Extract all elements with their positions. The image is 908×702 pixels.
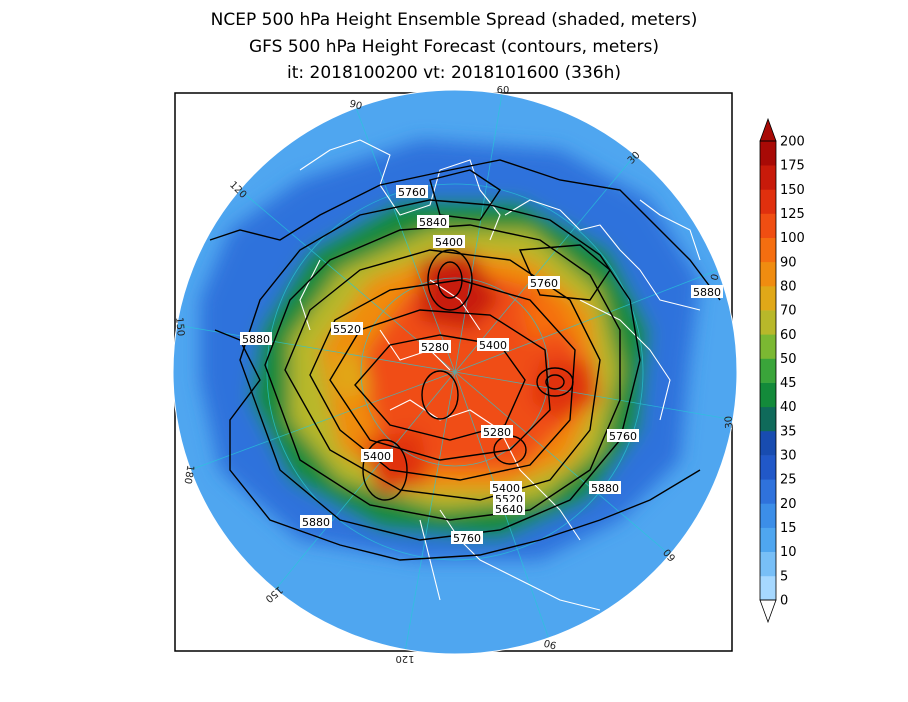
colorbar-tick-label: 125 — [780, 207, 805, 222]
svg-text:5760: 5760 — [530, 277, 558, 290]
colorbar-tick-label: 45 — [780, 376, 797, 391]
contour-label: 5760 — [528, 276, 560, 290]
svg-text:5760: 5760 — [453, 532, 481, 545]
title-line-3: it: 2018100200 vt: 2018101600 (336h) — [287, 63, 621, 83]
svg-text:5880: 5880 — [693, 286, 721, 299]
colorbar: 0 5 10 15 20 25 30 35 40 45 50 60 70 80 90 100 125 150 175… — [759, 117, 805, 624]
colorbar-tick-label: 150 — [780, 183, 805, 198]
colorbar-tick-label: 50 — [780, 352, 797, 367]
colorbar-tick-label: 35 — [780, 424, 797, 439]
colorbar-swatch — [760, 479, 776, 504]
colorbar-swatch — [760, 141, 776, 166]
colorbar-bottom-arrow — [759, 599, 777, 624]
colorbar-swatch — [760, 382, 776, 408]
contour-label: 5840 — [417, 215, 449, 229]
colorbar-swatch — [760, 455, 776, 480]
contour-label: 5280 — [419, 340, 451, 354]
svg-text:5760: 5760 — [398, 186, 426, 199]
contour-label: 5520 — [331, 322, 363, 336]
svg-text:5280: 5280 — [483, 426, 511, 439]
colorbar-tick-label: 80 — [780, 279, 797, 294]
title-line-2: GFS 500 hPa Height Forecast (contours, m… — [249, 37, 659, 57]
colorbar-tick-label: 90 — [780, 255, 797, 270]
longitude-label: 90 — [348, 99, 363, 113]
longitude-label: 60 — [497, 85, 510, 96]
svg-text:5400: 5400 — [479, 339, 507, 352]
svg-text:5400: 5400 — [435, 236, 463, 249]
contour-label: 5760 — [451, 531, 483, 545]
colorbar-tick-label: 10 — [780, 545, 797, 560]
colorbar-swatch — [760, 430, 776, 456]
contour-label: 5640 — [493, 502, 525, 516]
contour-label: 5880 — [240, 332, 272, 346]
colorbar-tick-label: 70 — [780, 304, 797, 319]
title-line-1: NCEP 500 hPa Height Ensemble Spread (sha… — [210, 10, 698, 30]
svg-text:5400: 5400 — [492, 482, 520, 495]
svg-text:5840: 5840 — [419, 216, 447, 229]
colorbar-swatch — [760, 551, 776, 577]
colorbar-top-arrow — [759, 117, 777, 142]
svg-text:5880: 5880 — [591, 482, 619, 495]
contour-label: 5280 — [481, 425, 513, 439]
longitude-label: 0 — [709, 273, 721, 282]
contour-label: 5400 — [490, 481, 522, 495]
svg-text:5520: 5520 — [333, 323, 361, 336]
contour-labels: 5760 5840 5400 5760 5880 5520 5880 5280 5400 5760… — [240, 185, 723, 545]
contour-label: 5880 — [300, 515, 332, 529]
contour-label: 5880 — [589, 481, 621, 495]
contour-label: 5760 — [396, 185, 428, 199]
colorbar-swatch — [760, 261, 776, 287]
longitude-label: 90 — [543, 636, 558, 650]
colorbar-tick-label: 0 — [780, 594, 788, 609]
colorbar-tick-label: 175 — [780, 159, 805, 174]
colorbar-swatch — [760, 285, 776, 311]
contour-label: 5400 — [433, 235, 465, 249]
colorbar-tick-label: 60 — [780, 328, 797, 343]
colorbar-swatch — [760, 358, 776, 383]
colorbar-tick-label: 40 — [780, 400, 797, 415]
colorbar-swatch — [760, 575, 776, 601]
height-contours — [209, 159, 721, 561]
colorbar-swatch — [760, 189, 776, 214]
colorbar-tick-label: 25 — [780, 473, 797, 488]
svg-text:5760: 5760 — [609, 430, 637, 443]
colorbar-tick-label: 5 — [780, 569, 788, 584]
svg-text:5880: 5880 — [302, 516, 330, 529]
longitude-label: 30 — [723, 415, 735, 429]
longitude-label: 150 — [173, 317, 186, 337]
colorbar-swatch — [760, 165, 776, 190]
colorbar-swatch — [760, 503, 776, 528]
colorbar-swatch — [760, 527, 776, 552]
colorbar-swatch — [760, 213, 776, 238]
svg-text:5280: 5280 — [421, 341, 449, 354]
contour-label: 5400 — [361, 449, 393, 463]
svg-text:5640: 5640 — [495, 503, 523, 516]
colorbar-tick-label: 20 — [780, 497, 797, 512]
longitude-label: 120 — [395, 653, 414, 664]
colorbar-swatch — [760, 406, 776, 432]
colorbar-tick-label: 15 — [780, 521, 797, 536]
colorbar-swatch — [760, 334, 776, 359]
colorbar-tick-label: 100 — [780, 231, 805, 246]
contour-label: 5760 — [607, 429, 639, 443]
svg-text:5880: 5880 — [242, 333, 270, 346]
svg-text:5400: 5400 — [363, 450, 391, 463]
colorbar-swatch — [760, 237, 776, 263]
colorbar-outline — [759, 140, 777, 601]
contour-label: 5400 — [477, 338, 509, 352]
colorbar-swatch — [760, 310, 776, 335]
contour-label: 5880 — [691, 285, 723, 299]
colorbar-tick-label: 30 — [780, 449, 797, 464]
map-disc-edge — [172, 89, 738, 655]
colorbar-tick-label: 200 — [780, 135, 805, 150]
longitude-label: 180 — [181, 464, 195, 485]
